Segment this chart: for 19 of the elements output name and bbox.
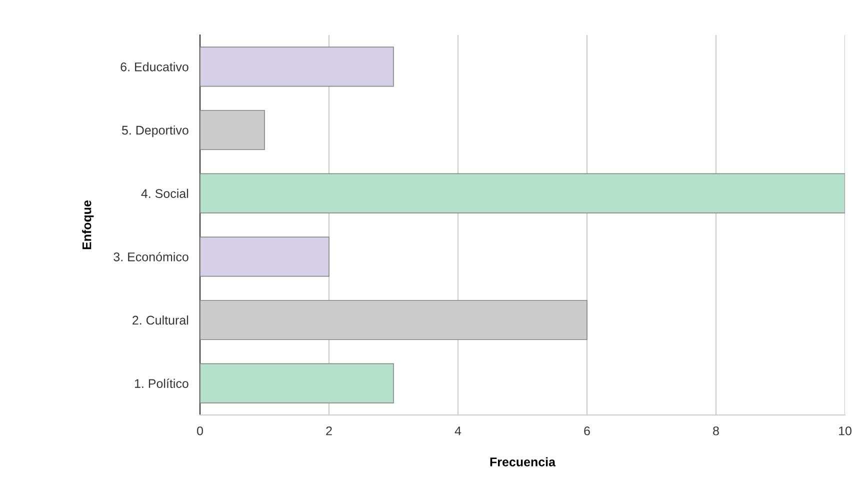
x-tick-label: 4 <box>454 426 462 436</box>
y-axis-title: Enfoque <box>82 200 94 250</box>
y-tick-label: 4. Social <box>141 188 188 198</box>
x-axis-title: Frecuencia <box>490 457 556 466</box>
bar <box>200 236 330 277</box>
y-tick-label: 5. Deportivo <box>122 125 188 138</box>
x-tick-label: 6 <box>584 426 590 436</box>
x-tick-label: 10 <box>839 426 852 436</box>
bar <box>200 173 845 214</box>
x-tick-label: 8 <box>713 426 719 436</box>
y-tick-label: 3. Económico <box>114 252 188 262</box>
y-tick-label: 2. Cultural <box>132 315 188 325</box>
x-tick-label: 2 <box>326 426 332 436</box>
bar <box>200 46 394 87</box>
y-tick-label: 6. Educativo <box>120 62 188 72</box>
x-tick-label: 0 <box>197 426 203 436</box>
bar <box>200 363 394 404</box>
y-tick-label: 1. Político <box>134 378 188 388</box>
bar <box>200 110 265 150</box>
